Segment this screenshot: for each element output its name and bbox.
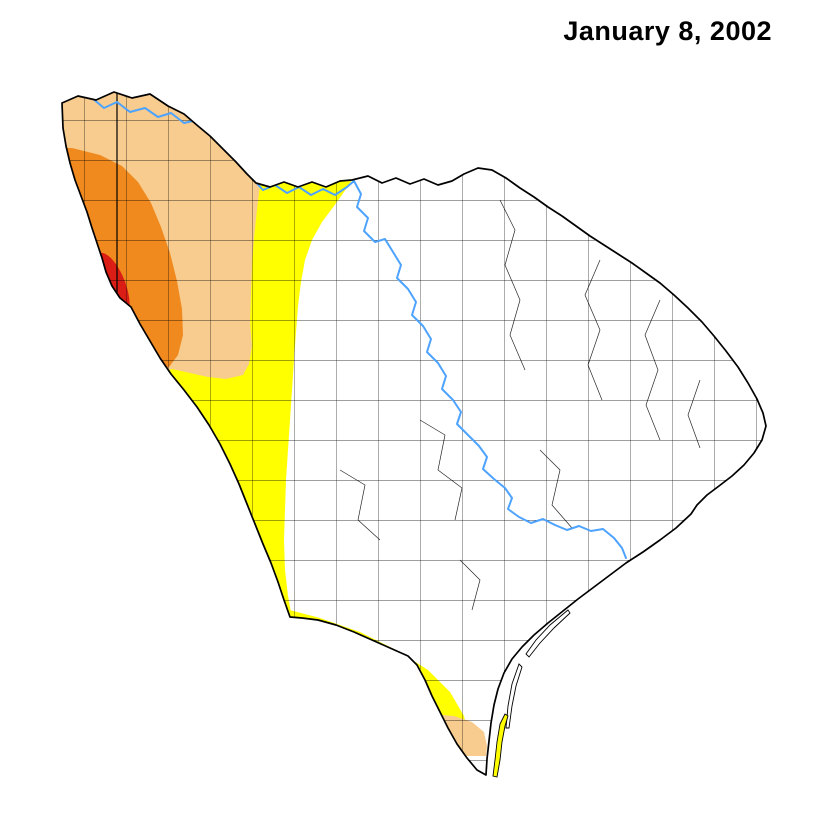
barrier-island-south-d0 [492,713,509,778]
county-boundary-line [687,379,701,449]
barrier-island [505,663,523,729]
county-boundary-line [584,259,603,401]
county-boundary-line [459,559,481,611]
county-boundary-line [419,419,463,521]
map-date-title: January 8, 2002 [563,16,772,46]
county-boundary-line [499,199,526,371]
county-boundary-line [339,469,381,541]
county-boundaries-grid [62,92,766,775]
county-boundary-line [539,449,573,529]
barrier-island [525,609,571,658]
basin-outline [61,91,767,776]
county-boundary-line [644,299,661,441]
